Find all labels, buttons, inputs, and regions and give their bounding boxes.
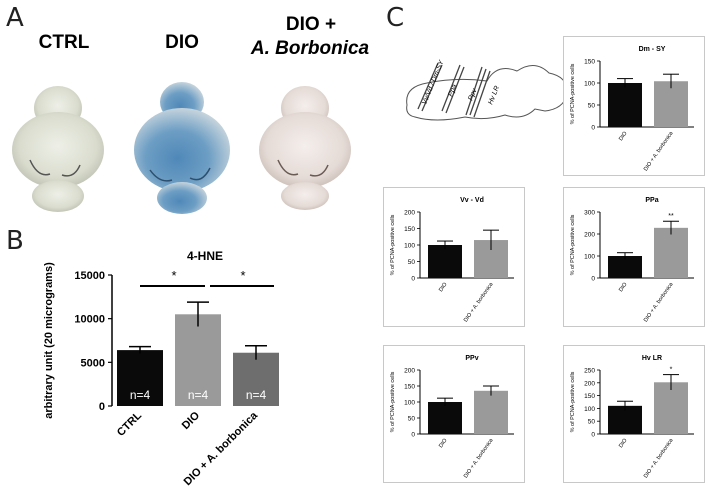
bar-2 (233, 352, 279, 406)
bar-1 (474, 390, 508, 434)
chart-title: Dm - SY (639, 46, 666, 53)
y-axis-label: % of PCNA-positive cells (570, 214, 576, 275)
bar-1 (175, 314, 221, 406)
y-axis-label: arbitrary unit (20 micrograms) (43, 262, 55, 419)
y-tick-label: 50 (588, 419, 596, 426)
bar-0 (117, 350, 163, 406)
bar-1 (654, 227, 688, 278)
y-tick-label: 0 (99, 401, 105, 413)
x-tick-label: DIO (618, 281, 629, 293)
bar-n-label: n=4 (246, 388, 267, 402)
bar-0 (608, 256, 642, 278)
chart-box-dm-sy: Dm - SY % of PCNA-positive cells 0 50 100 150… (563, 36, 705, 176)
brain-dio (134, 82, 230, 214)
panel-letter-c: C (386, 3, 405, 33)
y-tick-label: 150 (404, 384, 415, 391)
bar-0 (608, 83, 642, 127)
y-tick-label: 100 (584, 81, 595, 88)
x-tick-label: DIO (438, 281, 449, 293)
y-tick-label: 100 (584, 406, 595, 413)
x-tick-label: DIO (180, 409, 203, 432)
y-axis-label: % of PCNA-positive cells (390, 214, 396, 275)
y-tick-label: 150 (404, 226, 415, 233)
sig-star: ** (668, 213, 674, 220)
chart-title: PPv (465, 355, 478, 362)
label-a-borbonica: A. Borbonica (250, 38, 370, 59)
x-tick-label: DIO + A. borbonica (643, 281, 675, 323)
y-tick-label: 10000 (74, 314, 105, 326)
bar-n-label: n=4 (130, 388, 151, 402)
y-tick-label: 0 (591, 276, 595, 283)
y-tick-label: 0 (591, 125, 595, 132)
y-tick-label: 0 (411, 432, 415, 439)
chart-box-ppa: PPa % of PCNA-positive cells 0 100 200 300 DIO… (563, 187, 705, 327)
label-dio-plus: DIO + (285, 14, 337, 35)
sig-star: * (240, 268, 245, 283)
y-tick-label: 200 (584, 232, 595, 239)
y-tick-label: 200 (404, 210, 415, 217)
sig-star: * (171, 268, 176, 283)
y-tick-label: 100 (584, 254, 595, 261)
brain-ctrl (12, 86, 104, 212)
bar-n-label: n=4 (188, 388, 209, 402)
chart-box-hv-lr: Hv LR % of PCNA-positive cells 0 50 100 150 20… (563, 345, 705, 483)
chart-title: PPa (645, 197, 658, 204)
y-tick-label: 15000 (74, 270, 105, 282)
y-tick-label: 50 (408, 259, 416, 266)
y-tick-label: 5000 (81, 357, 105, 369)
panel-letter-a: A (6, 3, 24, 33)
y-axis-label: % of PCNA-positive cells (570, 63, 576, 124)
sig-star: * (670, 367, 673, 374)
x-tick-label: DIO (618, 437, 629, 449)
x-tick-label: DIO + A. borbonica (643, 130, 675, 172)
label-ctrl: CTRL (38, 32, 90, 53)
x-tick-label: DIO (618, 130, 629, 142)
chart-4hne: 4-HNE arbitrary unit (20 micrograms) 0 5000… (43, 249, 279, 486)
x-tick-label: CTRL (115, 409, 144, 438)
x-tick-label: DIO + A. borbonica (463, 281, 495, 323)
x-tick-label: DIO + A. borbonica (643, 437, 675, 479)
y-tick-label: 0 (591, 432, 595, 439)
diagram-label-ppv: Ppv (467, 87, 478, 101)
chart-box-vv-vd: Vv - Vd % of PCNA-positive cells 0 50 100 150… (383, 187, 525, 327)
y-tick-label: 50 (588, 103, 596, 110)
diagram-label-hvlr: Hv LR (487, 85, 501, 106)
y-tick-label: 50 (408, 416, 416, 423)
chart-box-ppv: PPv % of PCNA-positive cells 0 50 100 150 200 D… (383, 345, 525, 483)
y-tick-label: 150 (584, 59, 595, 66)
y-tick-label: 250 (584, 368, 595, 375)
y-tick-label: 0 (411, 276, 415, 283)
y-axis-label: % of PCNA-positive cells (390, 371, 396, 432)
y-tick-label: 150 (584, 393, 595, 400)
sagittal-diagram: Vv/Vd / Dm-SY Ppa Ppv Hv LR (406, 58, 568, 121)
panel-letter-b: B (6, 226, 24, 256)
x-tick-label: DIO (438, 437, 449, 449)
chart-title: 4-HNE (187, 249, 223, 263)
bar-0 (428, 245, 462, 278)
bar-0 (428, 402, 462, 434)
chart-title: Hv LR (642, 355, 662, 362)
y-tick-label: 200 (404, 368, 415, 375)
diagram-label-ppa: Ppa (447, 83, 458, 97)
y-tick-label: 200 (584, 380, 595, 387)
y-tick-label: 100 (404, 400, 415, 407)
bar-0 (608, 405, 642, 434)
y-tick-label: 100 (404, 243, 415, 250)
y-axis-label: % of PCNA-positive cells (570, 371, 576, 432)
chart-title: Vv - Vd (460, 197, 484, 204)
bar-1 (654, 81, 688, 127)
brain-borbonica (259, 86, 351, 210)
x-tick-label: DIO + A. borbonica (463, 437, 495, 479)
bar-1 (654, 382, 688, 434)
diagram-label-vv: Vv/Vd / Dm-SY (421, 58, 446, 105)
y-tick-label: 300 (584, 210, 595, 217)
label-dio: DIO (165, 32, 199, 53)
